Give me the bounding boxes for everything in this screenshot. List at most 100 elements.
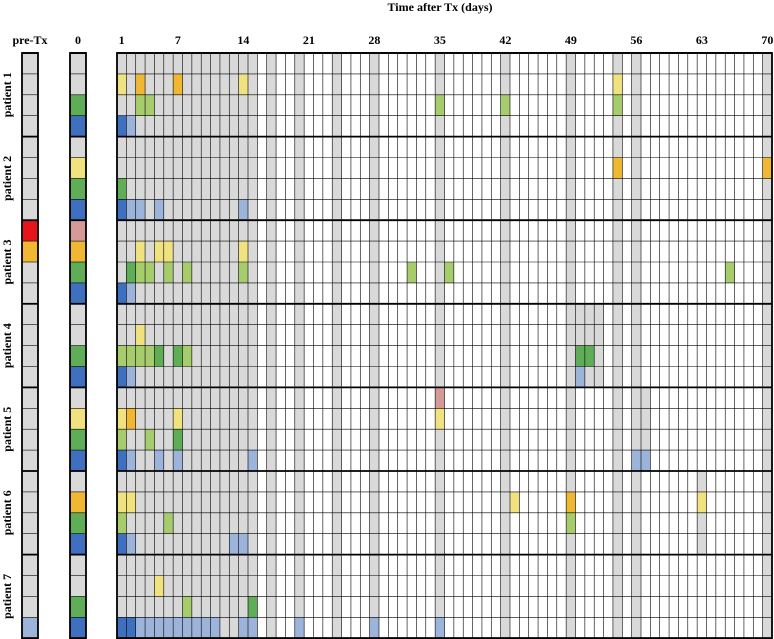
day-cell — [332, 282, 342, 304]
day-cell — [500, 387, 510, 409]
day0-cell — [70, 220, 86, 242]
day-tick-label: 49 — [565, 33, 577, 47]
day-cell — [135, 471, 146, 492]
day-cell — [266, 596, 277, 618]
day0-cell — [70, 262, 86, 283]
day-cell — [762, 366, 772, 388]
day-cell — [631, 554, 641, 576]
day-cell — [210, 199, 220, 221]
day-cell — [612, 491, 623, 513]
day-cell — [201, 178, 211, 200]
day-cell — [182, 554, 192, 576]
day-cell — [210, 617, 220, 639]
day-cell — [229, 554, 239, 576]
day-cell — [238, 429, 248, 451]
day-cell — [191, 387, 202, 409]
day-cell — [594, 366, 604, 388]
day-cell — [248, 324, 258, 346]
day-cell — [145, 387, 155, 409]
day-cell — [163, 282, 174, 304]
day-cell — [266, 345, 277, 367]
day-cell — [145, 73, 155, 95]
day-cell — [294, 73, 305, 95]
day-cell — [201, 199, 211, 221]
day-cell — [135, 53, 146, 74]
day-cell — [266, 366, 277, 388]
day-cell — [266, 471, 277, 492]
day-cell — [631, 282, 641, 304]
day-cell — [266, 262, 277, 283]
day-cell — [566, 429, 576, 451]
day-cell — [294, 408, 305, 430]
day-cell — [631, 387, 641, 409]
day-cell — [145, 533, 155, 555]
day-cell — [126, 303, 136, 325]
pre-tx-cell — [22, 73, 38, 95]
day-cell — [566, 450, 576, 471]
day-cell — [126, 575, 136, 597]
day-cell — [191, 533, 202, 555]
day-cell — [294, 491, 305, 513]
day-cell — [435, 450, 445, 471]
day-cell — [145, 199, 155, 221]
day-cell — [500, 575, 510, 597]
day-cell — [238, 199, 248, 221]
day-cell — [762, 575, 772, 597]
day-cell — [126, 115, 136, 137]
day-cell — [294, 366, 305, 388]
day-cell — [154, 491, 164, 513]
pre-tx-cell — [22, 450, 38, 471]
day-cell — [500, 533, 510, 555]
day-cell — [294, 94, 305, 116]
day-cell — [135, 220, 146, 242]
day-cell — [762, 450, 772, 471]
day-cell — [191, 157, 202, 179]
day-cell — [248, 596, 258, 618]
day-cell — [182, 366, 192, 388]
day-cell — [435, 408, 445, 430]
day-cell — [163, 575, 174, 597]
day-cell — [219, 491, 230, 513]
day-cell — [229, 491, 239, 513]
day-cell — [500, 491, 510, 513]
day0-cell — [70, 387, 86, 409]
day-cell — [191, 366, 202, 388]
day-cell — [612, 366, 623, 388]
day-cell — [762, 408, 772, 430]
day-cell — [762, 303, 772, 325]
day-tick-label: 28 — [368, 33, 380, 47]
day-cell — [435, 554, 445, 576]
day-cell — [266, 53, 277, 74]
day-cell — [566, 554, 576, 576]
day-cell — [173, 450, 183, 471]
day-cell — [163, 178, 174, 200]
day-cell — [435, 115, 445, 137]
day0-cell — [70, 303, 86, 325]
day-cell — [210, 157, 220, 179]
day-cell — [135, 324, 146, 346]
day-cell — [266, 575, 277, 597]
day-cell — [163, 429, 174, 451]
day-cell — [201, 73, 211, 95]
day-cell — [500, 282, 510, 304]
day-cell — [435, 241, 445, 262]
day-cell — [500, 303, 510, 325]
day-cell — [500, 596, 510, 618]
day-cell — [145, 262, 155, 283]
day-cell — [566, 220, 576, 242]
day-cell — [229, 575, 239, 597]
day-cell — [219, 199, 230, 221]
day-cell — [266, 324, 277, 346]
day0-cell — [70, 408, 86, 430]
day-cell — [219, 178, 230, 200]
day-cell — [210, 345, 220, 367]
day-cell — [612, 617, 623, 639]
day-cell — [444, 262, 454, 283]
day-cell — [762, 324, 772, 346]
day-cell — [762, 94, 772, 116]
pre-tx-cell — [22, 262, 38, 283]
day-cell — [163, 220, 174, 242]
day-cell — [182, 282, 192, 304]
day-cell — [135, 136, 146, 158]
day-cell — [566, 533, 576, 555]
